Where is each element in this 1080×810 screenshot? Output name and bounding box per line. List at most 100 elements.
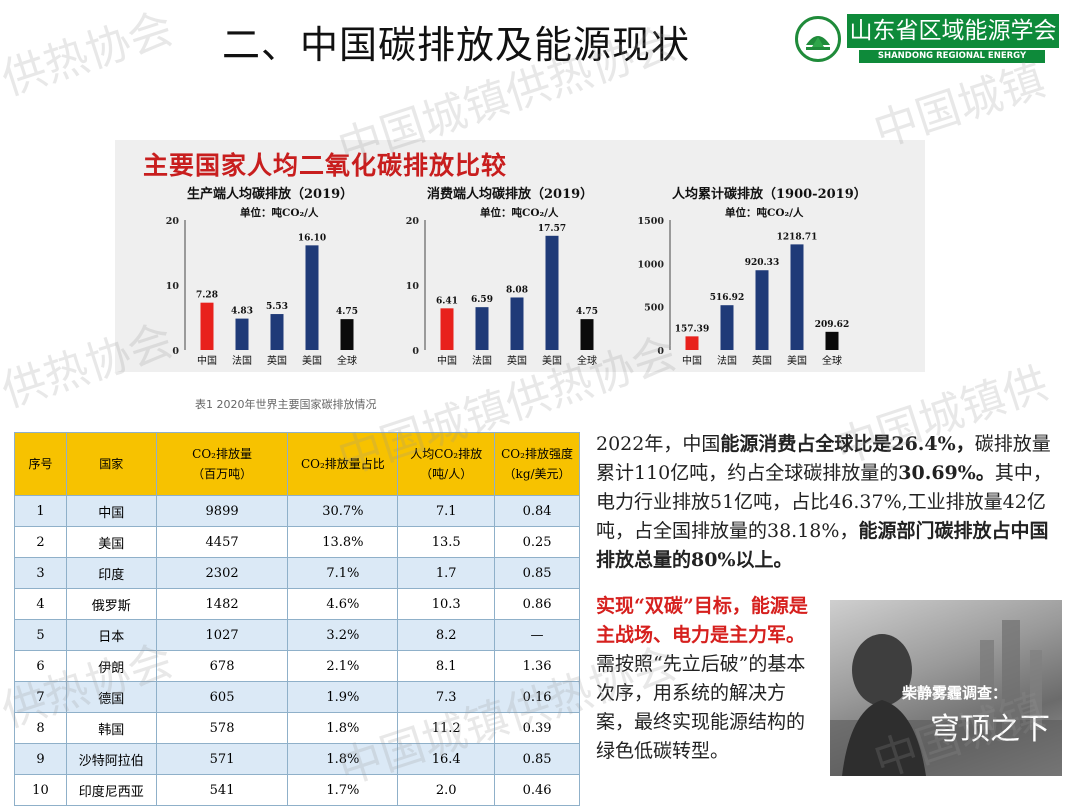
bar bbox=[440, 308, 454, 350]
cell-intensity: 0.85 bbox=[494, 743, 580, 775]
data-label: 209.62 bbox=[815, 320, 849, 330]
category-label: 英国 bbox=[507, 354, 527, 367]
cell-per-capita: 13.5 bbox=[397, 526, 496, 558]
category-label: 中国 bbox=[197, 354, 217, 367]
table-row: 3 印度 2302 7.1% 1.7 0.85 bbox=[14, 557, 580, 589]
cell-per-capita: 2.0 bbox=[397, 774, 496, 806]
category-label: 美国 bbox=[542, 354, 562, 367]
bar bbox=[270, 314, 284, 350]
cell-no: 4 bbox=[14, 588, 67, 620]
bar bbox=[790, 244, 804, 350]
cell-share: 30.7% bbox=[287, 495, 399, 527]
cell-emission: 9899 bbox=[155, 495, 289, 527]
category-label: 美国 bbox=[302, 354, 322, 367]
cell-per-capita: 7.3 bbox=[397, 681, 496, 713]
logo-emblem-icon bbox=[795, 16, 841, 62]
cell-share: 1.8% bbox=[287, 743, 399, 775]
table-row: 1 中国 9899 30.7% 7.1 0.84 bbox=[14, 495, 580, 527]
category-label: 英国 bbox=[752, 354, 772, 367]
logo-english: SHANDONG REGIONAL ENERGY SOCIETY bbox=[859, 50, 1045, 74]
cell-share: 2.1% bbox=[287, 650, 399, 682]
y-tick-label: 1000 bbox=[638, 259, 665, 270]
table-header-row: 序号 国家 CO₂排放量 （百万吨） CO₂排放量占比 人均CO₂排放 （吨/人） … bbox=[14, 432, 580, 496]
cell-no: 7 bbox=[14, 681, 67, 713]
y-tick-label: 10 bbox=[406, 281, 420, 292]
cell-emission: 4457 bbox=[155, 526, 289, 558]
cell-no: 9 bbox=[14, 743, 67, 775]
bar bbox=[200, 302, 214, 350]
bar bbox=[510, 297, 524, 350]
category-label: 法国 bbox=[232, 354, 252, 367]
cell-no: 6 bbox=[14, 650, 67, 682]
cell-no: 10 bbox=[14, 774, 67, 806]
cell-intensity: 0.25 bbox=[494, 526, 580, 558]
chart-heading: 主要国家人均二氧化碳排放比较 bbox=[143, 151, 508, 180]
photo-caption-small: 柴静雾霾调查： bbox=[902, 684, 1008, 702]
header-emission: CO₂排放量 （百万吨） bbox=[155, 432, 289, 496]
cell-no: 5 bbox=[14, 619, 67, 651]
cell-per-capita: 16.4 bbox=[397, 743, 496, 775]
cell-emission: 571 bbox=[155, 743, 289, 775]
logo-name: 山东省区域能源学会 bbox=[847, 14, 1059, 48]
header-intensity: CO₂排放强度 （kg/美元） bbox=[494, 432, 580, 496]
table-caption: 表1 2020年世界主要国家碳排放情况 bbox=[195, 398, 377, 411]
cell-country: 沙特阿拉伯 bbox=[65, 743, 157, 775]
cell-intensity: 1.36 bbox=[494, 650, 580, 682]
data-label: 6.59 bbox=[471, 295, 493, 305]
header-no: 序号 bbox=[14, 432, 67, 496]
bar bbox=[825, 331, 839, 350]
data-label: 17.57 bbox=[538, 224, 566, 234]
cell-country: 印度尼西亚 bbox=[65, 774, 157, 806]
y-tick-label: 20 bbox=[406, 216, 420, 227]
cell-emission: 605 bbox=[155, 681, 289, 713]
table-body: 1 中国 9899 30.7% 7.1 0.84 2 美国 4457 13.8% 13.5 0.25 3… bbox=[14, 495, 580, 806]
bar bbox=[475, 307, 489, 350]
cell-emission: 678 bbox=[155, 650, 289, 682]
cell-no: 2 bbox=[14, 526, 67, 558]
header-per-capita: 人均CO₂排放 （吨/人） bbox=[397, 432, 496, 496]
cell-share: 1.9% bbox=[287, 681, 399, 713]
cell-per-capita: 11.2 bbox=[397, 712, 496, 744]
table-row: 7 德国 605 1.9% 7.3 0.16 bbox=[14, 681, 580, 713]
category-label: 全球 bbox=[577, 354, 597, 367]
bar-charts: 生产端人均碳排放（2019） 单位：吨CO₂/人 0 10 20 7.28 中国 4.83 法国… bbox=[166, 186, 867, 367]
data-label: 5.53 bbox=[266, 302, 288, 312]
cell-per-capita: 7.1 bbox=[397, 495, 496, 527]
cell-emission: 541 bbox=[155, 774, 289, 806]
chart-title: 消费端人均碳排放（2019） bbox=[427, 186, 593, 202]
cell-emission: 1482 bbox=[155, 588, 289, 620]
bar bbox=[235, 318, 249, 350]
category-label: 美国 bbox=[787, 354, 807, 367]
cell-country: 韩国 bbox=[65, 712, 157, 744]
cell-no: 3 bbox=[14, 557, 67, 589]
table-row: 2 美国 4457 13.8% 13.5 0.25 bbox=[14, 526, 580, 558]
cell-emission: 578 bbox=[155, 712, 289, 744]
y-tick-label: 1500 bbox=[638, 216, 665, 227]
cell-emission: 2302 bbox=[155, 557, 289, 589]
data-label: 920.33 bbox=[745, 258, 779, 268]
cell-per-capita: 8.1 bbox=[397, 650, 496, 682]
cell-per-capita: 10.3 bbox=[397, 588, 496, 620]
y-tick-label: 20 bbox=[166, 216, 180, 227]
bar bbox=[305, 245, 319, 350]
table-row: 10 印度尼西亚 541 1.7% 2.0 0.46 bbox=[14, 774, 580, 806]
cell-country: 德国 bbox=[65, 681, 157, 713]
data-label: 4.75 bbox=[336, 307, 358, 317]
data-label: 6.41 bbox=[436, 296, 458, 306]
chart-title: 生产端人均碳排放（2019） bbox=[187, 186, 353, 202]
cell-no: 1 bbox=[14, 495, 67, 527]
cell-country: 印度 bbox=[65, 557, 157, 589]
bar bbox=[580, 319, 594, 350]
data-label: 7.28 bbox=[196, 291, 218, 301]
category-label: 全球 bbox=[337, 354, 357, 367]
y-tick-label: 0 bbox=[172, 346, 179, 357]
slide-title: 二、中国碳排放及能源现状 bbox=[222, 23, 691, 67]
bar bbox=[340, 319, 354, 350]
cell-share: 3.2% bbox=[287, 619, 399, 651]
cell-per-capita: 1.7 bbox=[397, 557, 496, 589]
bar bbox=[685, 336, 699, 350]
bar bbox=[720, 305, 734, 350]
category-label: 中国 bbox=[682, 354, 702, 367]
table-row: 6 伊朗 678 2.1% 8.1 1.36 bbox=[14, 650, 580, 682]
cell-country: 伊朗 bbox=[65, 650, 157, 682]
